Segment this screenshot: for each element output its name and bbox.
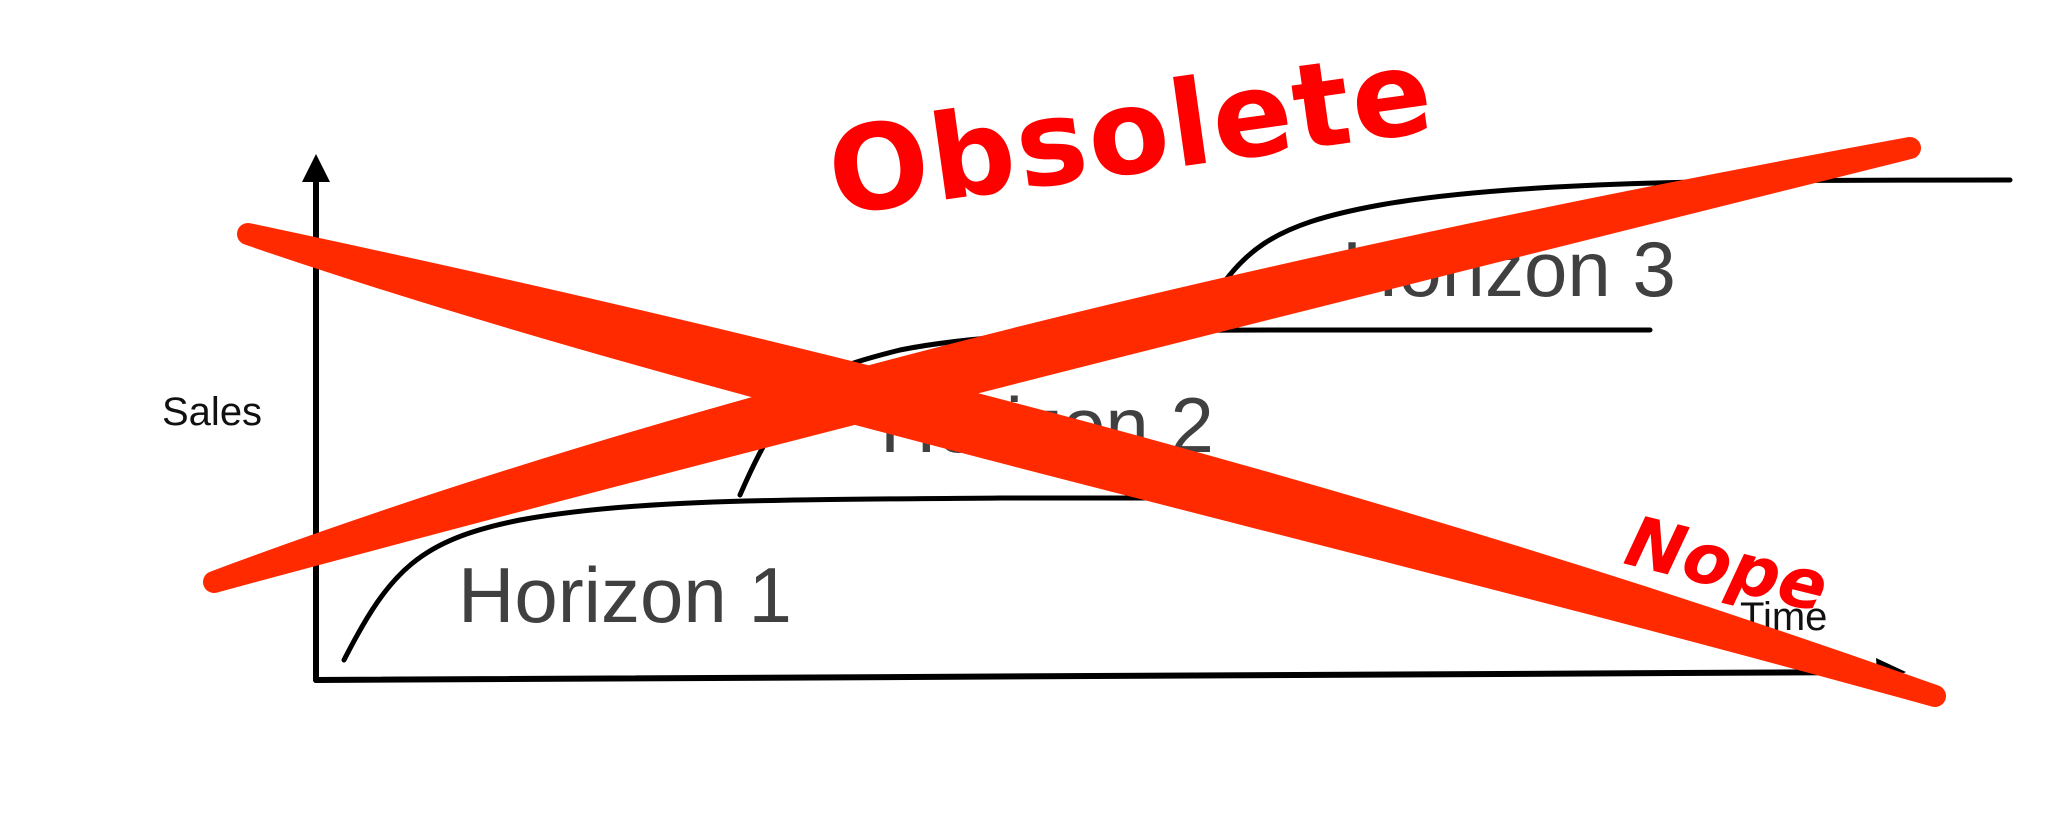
y-axis-arrow-icon bbox=[302, 154, 330, 182]
horizon-1-label: Horizon 1 bbox=[458, 551, 792, 639]
cross-stroke-ascending bbox=[203, 137, 1921, 593]
cross-stroke-descending bbox=[237, 223, 1946, 707]
cross-out-mark bbox=[203, 137, 1946, 707]
horizon-1-curve bbox=[341, 495, 1238, 663]
x-axis-line bbox=[313, 669, 1885, 683]
y-axis-label: Sales bbox=[162, 390, 262, 434]
